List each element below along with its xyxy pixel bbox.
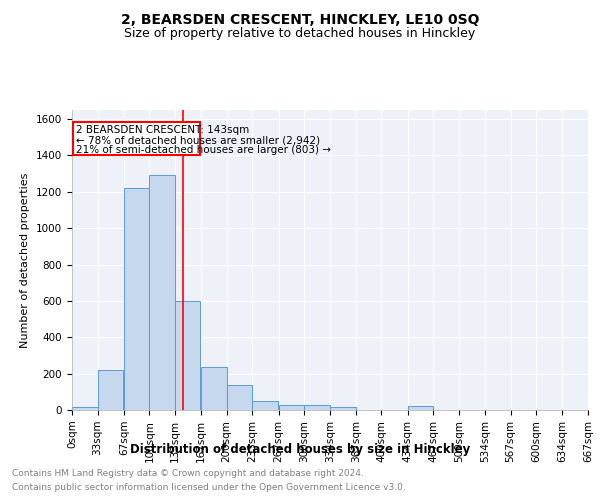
Bar: [227, 386, 252, 410]
Bar: [124, 188, 149, 410]
Y-axis label: Number of detached properties: Number of detached properties: [20, 172, 31, 348]
Text: Distribution of detached houses by size in Hinckley: Distribution of detached houses by size …: [130, 442, 470, 456]
Text: 21% of semi-detached houses are larger (803) →: 21% of semi-detached houses are larger (…: [76, 146, 331, 156]
Bar: [175, 301, 200, 410]
Bar: [252, 401, 278, 410]
Text: Contains public sector information licensed under the Open Government Licence v3: Contains public sector information licen…: [12, 484, 406, 492]
Bar: [201, 368, 227, 410]
Text: ← 78% of detached houses are smaller (2,942): ← 78% of detached houses are smaller (2,…: [76, 136, 320, 145]
Bar: [408, 406, 433, 410]
Bar: [98, 370, 123, 410]
Bar: [149, 176, 175, 410]
FancyBboxPatch shape: [73, 122, 200, 156]
Text: Contains HM Land Registry data © Crown copyright and database right 2024.: Contains HM Land Registry data © Crown c…: [12, 468, 364, 477]
Bar: [278, 406, 304, 410]
Text: 2, BEARSDEN CRESCENT, HINCKLEY, LE10 0SQ: 2, BEARSDEN CRESCENT, HINCKLEY, LE10 0SQ: [121, 12, 479, 26]
Text: Size of property relative to detached houses in Hinckley: Size of property relative to detached ho…: [124, 28, 476, 40]
Bar: [304, 406, 329, 410]
Bar: [331, 408, 356, 410]
Text: 2 BEARSDEN CRESCENT: 143sqm: 2 BEARSDEN CRESCENT: 143sqm: [76, 124, 249, 134]
Bar: [72, 408, 98, 410]
